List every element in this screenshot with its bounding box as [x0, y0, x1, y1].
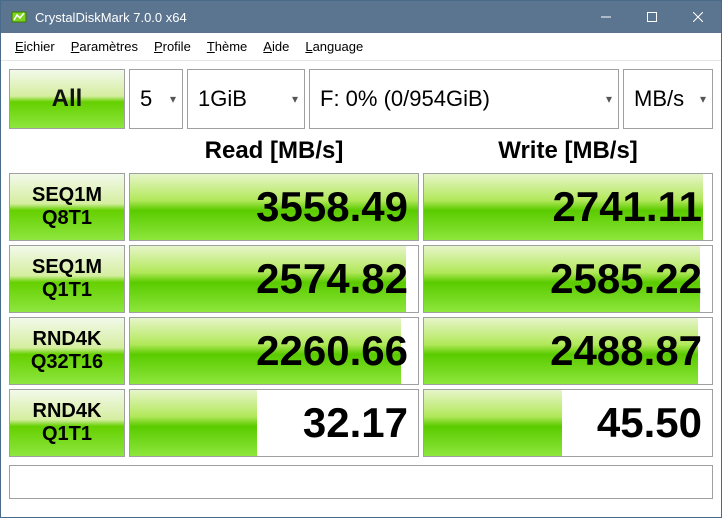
- read-number: 3558.49: [256, 183, 408, 231]
- status-footer: [9, 465, 713, 499]
- test-count-select[interactable]: 5▾: [129, 69, 183, 129]
- test-size-select[interactable]: 1GiB ▾: [187, 69, 305, 129]
- result-row: SEQ1MQ1T1 2574.82 2585.22: [9, 245, 713, 313]
- write-value-2: 2488.87: [423, 317, 713, 385]
- read-number: 32.17: [303, 399, 408, 447]
- result-row: SEQ1MQ8T1 3558.49 2741.11: [9, 173, 713, 241]
- read-number: 2260.66: [256, 327, 408, 375]
- drive-value: F: 0% (0/954GiB): [320, 86, 490, 112]
- test-button-3[interactable]: RND4KQ1T1: [9, 389, 125, 457]
- test-name-line1: RND4K: [33, 328, 102, 351]
- write-number: 2741.11: [552, 183, 702, 231]
- app-icon: [11, 9, 27, 25]
- write-value-0: 2741.11: [423, 173, 713, 241]
- read-value-3: 32.17: [129, 389, 419, 457]
- drive-select[interactable]: F: 0% (0/954GiB) ▾: [309, 69, 619, 129]
- controls-row: All 5▾ 1GiB▾ F: 0% (0/954GiB)▾ MB/s▾: [9, 69, 713, 129]
- header-row: Read [MB/s] Write [MB/s]: [9, 133, 713, 169]
- write-value-1: 2585.22: [423, 245, 713, 313]
- write-fill: [424, 390, 562, 456]
- app-window: CrystalDiskMark 7.0.0 x64 Eichier Paramè…: [0, 0, 722, 518]
- chevron-down-icon: ▾: [292, 92, 298, 106]
- read-value-1: 2574.82: [129, 245, 419, 313]
- read-header: Read [MB/s]: [129, 137, 419, 165]
- menu-language[interactable]: Language: [297, 35, 371, 58]
- test-button-1[interactable]: SEQ1MQ1T1: [9, 245, 125, 313]
- write-number: 2585.22: [550, 255, 702, 303]
- test-name-line1: SEQ1M: [32, 184, 102, 207]
- test-button-0[interactable]: SEQ1MQ8T1: [9, 173, 125, 241]
- read-value-2: 2260.66: [129, 317, 419, 385]
- test-name-line2: Q1T1: [42, 423, 92, 446]
- results-rows: SEQ1MQ8T13558.492741.11SEQ1MQ1T12574.822…: [9, 173, 713, 461]
- test-count-value: 5: [140, 86, 152, 112]
- test-name-line2: Q32T16: [31, 351, 103, 374]
- write-header: Write [MB/s]: [423, 137, 713, 165]
- read-fill: [130, 390, 257, 456]
- chevron-down-icon: ▾: [606, 92, 612, 106]
- unit-select[interactable]: MB/s ▾: [623, 69, 713, 129]
- menu-file[interactable]: Eichier: [7, 35, 63, 58]
- test-size-value: 1GiB: [198, 86, 247, 112]
- window-title: CrystalDiskMark 7.0.0 x64: [35, 10, 583, 25]
- write-value-3: 45.50: [423, 389, 713, 457]
- unit-value: MB/s: [634, 86, 684, 112]
- menubar: Eichier Paramètres Profile Thème Aide La…: [1, 33, 721, 61]
- content-area: All 5▾ 1GiB▾ F: 0% (0/954GiB)▾ MB/s▾ Rea…: [1, 61, 721, 517]
- read-value-0: 3558.49: [129, 173, 419, 241]
- test-button-2[interactable]: RND4KQ32T16: [9, 317, 125, 385]
- close-button[interactable]: [675, 1, 721, 33]
- menu-settings[interactable]: Paramètres: [63, 35, 146, 58]
- run-all-button[interactable]: All: [9, 69, 125, 129]
- result-row: RND4KQ1T1 32.17 45.50: [9, 389, 713, 457]
- menu-help[interactable]: Aide: [255, 35, 297, 58]
- read-number: 2574.82: [256, 255, 408, 303]
- test-name-line1: RND4K: [33, 400, 102, 423]
- chevron-down-icon: ▾: [700, 92, 706, 106]
- minimize-button[interactable]: [583, 1, 629, 33]
- test-name-line2: Q8T1: [42, 207, 92, 230]
- titlebar: CrystalDiskMark 7.0.0 x64: [1, 1, 721, 33]
- menu-profile[interactable]: Profile: [146, 35, 199, 58]
- write-number: 2488.87: [550, 327, 702, 375]
- test-name-line1: SEQ1M: [32, 256, 102, 279]
- result-row: RND4KQ32T16 2260.66 2488.87: [9, 317, 713, 385]
- test-name-line2: Q1T1: [42, 279, 92, 302]
- menu-theme[interactable]: Thème: [199, 35, 255, 58]
- write-number: 45.50: [597, 399, 702, 447]
- maximize-button[interactable]: [629, 1, 675, 33]
- chevron-down-icon: ▾: [170, 92, 176, 106]
